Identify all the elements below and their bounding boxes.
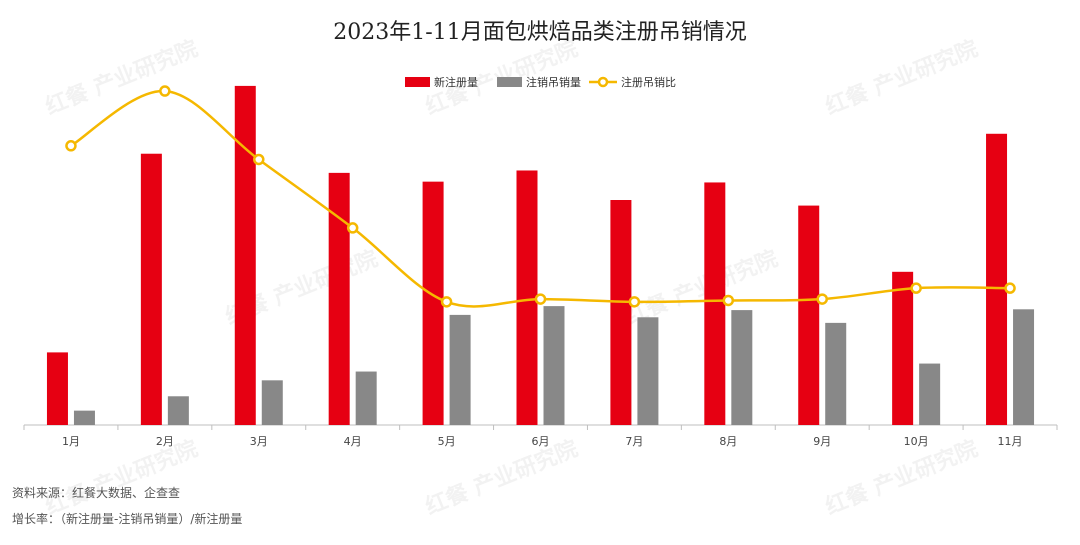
- ratio-point: [65, 140, 77, 152]
- x-tick-label: 1月: [62, 435, 80, 448]
- ratio-point: [534, 293, 547, 305]
- bar-cancellations: [167, 396, 189, 425]
- legend-label: 注销吊销量: [526, 75, 581, 89]
- x-tick-label: 6月: [532, 435, 550, 448]
- bar-cancellations: [449, 314, 471, 425]
- bar-cancellations: [825, 322, 847, 425]
- legend-label: 注册吊销比: [621, 75, 676, 89]
- legend-swatch-cancel: [497, 77, 522, 87]
- bar-cancellations: [637, 317, 659, 425]
- chart-title: 2023年1-11月面包烘焙品类注册吊销情况: [333, 20, 747, 45]
- bar-cancellations: [355, 371, 377, 425]
- bar-cancellations: [731, 310, 753, 425]
- bar-new-registrations: [140, 153, 162, 426]
- x-tick-label: 10月: [904, 435, 929, 448]
- bar-cancellations: [261, 380, 283, 425]
- bar-new-registrations: [46, 352, 68, 425]
- bar-new-registrations: [516, 170, 538, 425]
- ratio-point: [159, 85, 171, 97]
- x-tick-label: 11月: [998, 435, 1023, 448]
- ratio-point: [722, 294, 735, 307]
- bar-cancellations: [919, 363, 941, 425]
- bar-cancellations: [543, 306, 565, 425]
- ratio-point: [1004, 282, 1016, 294]
- bar-new-registrations: [610, 200, 632, 425]
- bar-new-registrations: [328, 172, 350, 425]
- ratio-line: [70, 89, 1011, 308]
- x-tick-label: 2月: [156, 435, 174, 448]
- bar-new-registrations: [422, 181, 444, 425]
- bar-cancellations: [73, 410, 95, 425]
- ratio-point: [910, 282, 922, 294]
- formula-note: 增长率：（新注册量-注销吊销量）/新注册量: [12, 512, 243, 526]
- chart: 1月 2月 3月 4月 5月 6月 7月 8月 9月 10月 11月 新注册量 注销吊销量 注册吊销比: [23, 75, 1058, 448]
- ratio-point: [816, 293, 828, 305]
- bar-new-registrations: [892, 271, 914, 425]
- bar-cancellations: [1013, 309, 1035, 425]
- x-tick-label: 3月: [250, 435, 268, 448]
- x-tick-label: 5月: [438, 435, 456, 448]
- x-tick-label: 7月: [625, 435, 643, 448]
- bar-new-registrations: [704, 182, 726, 425]
- legend-swatch-ratio-marker: [597, 76, 609, 88]
- ratio-point: [253, 153, 265, 166]
- bar-new-registrations: [234, 85, 256, 425]
- bar-new-registrations: [798, 205, 820, 425]
- source-note: 资料来源：红餐大数据、企查查: [12, 486, 181, 500]
- x-tick-label: 9月: [813, 435, 831, 448]
- bar-new-registrations: [986, 133, 1008, 425]
- ratio-point: [440, 296, 453, 308]
- ratio-point: [346, 222, 359, 234]
- legend-swatch-new: [405, 77, 430, 87]
- x-tick-label: 4月: [344, 435, 362, 448]
- legend-label: 新注册量: [434, 75, 478, 89]
- ratio-point: [628, 296, 641, 308]
- x-tick-label: 8月: [719, 435, 737, 448]
